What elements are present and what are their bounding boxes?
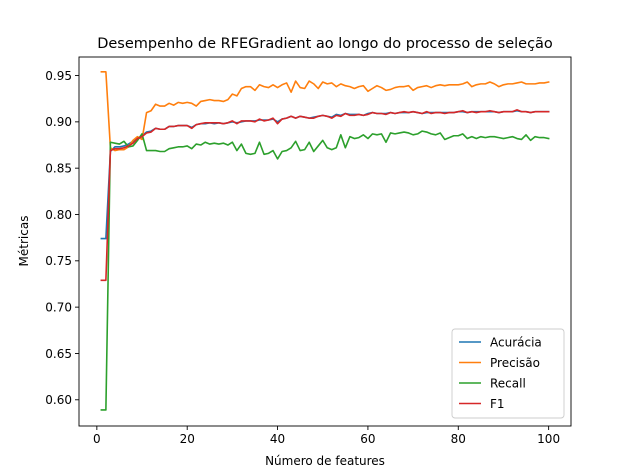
series-line-1 [100, 71, 550, 152]
x-axis: 0 20 40 60 80 100 [93, 426, 560, 446]
plot-frame [78, 56, 572, 427]
legend: Acurácia Precisão Recall F1 [451, 328, 565, 419]
series-line-3 [100, 109, 550, 282]
y-axis-label: Métricas [17, 216, 31, 267]
legend-label-2: Recall [490, 376, 526, 390]
x-tick-label: 100 [537, 432, 560, 446]
plot-area [78, 56, 572, 427]
legend-label-3: F1 [490, 397, 505, 411]
y-tick-label: 0.70 [45, 300, 72, 314]
legend-label-1: Precisão [490, 356, 540, 370]
legend-box [451, 328, 565, 419]
series-layer [100, 71, 550, 411]
x-axis-label: Número de features [265, 454, 385, 468]
y-axis: 0.60 0.65 0.70 0.75 0.80 0.85 0.90 0.95 [45, 69, 79, 407]
y-tick-label: 0.85 [45, 161, 72, 175]
y-tick-label: 0.95 [45, 69, 72, 83]
y-tick-label: 0.80 [45, 208, 72, 222]
x-tick-label: 40 [270, 432, 285, 446]
chart-title: Desempenho de RFEGradient ao longo do pr… [97, 36, 553, 52]
series-line-2 [100, 130, 550, 411]
x-tick-label: 60 [360, 432, 375, 446]
y-tick-label: 0.65 [45, 347, 72, 361]
y-tick-label: 0.60 [45, 393, 72, 407]
y-tick-label: 0.90 [45, 115, 72, 129]
x-tick-label: 20 [180, 432, 195, 446]
x-tick-label: 0 [93, 432, 101, 446]
legend-label-0: Acurácia [490, 335, 542, 349]
x-tick-label: 80 [451, 432, 466, 446]
y-tick-label: 0.75 [45, 254, 72, 268]
